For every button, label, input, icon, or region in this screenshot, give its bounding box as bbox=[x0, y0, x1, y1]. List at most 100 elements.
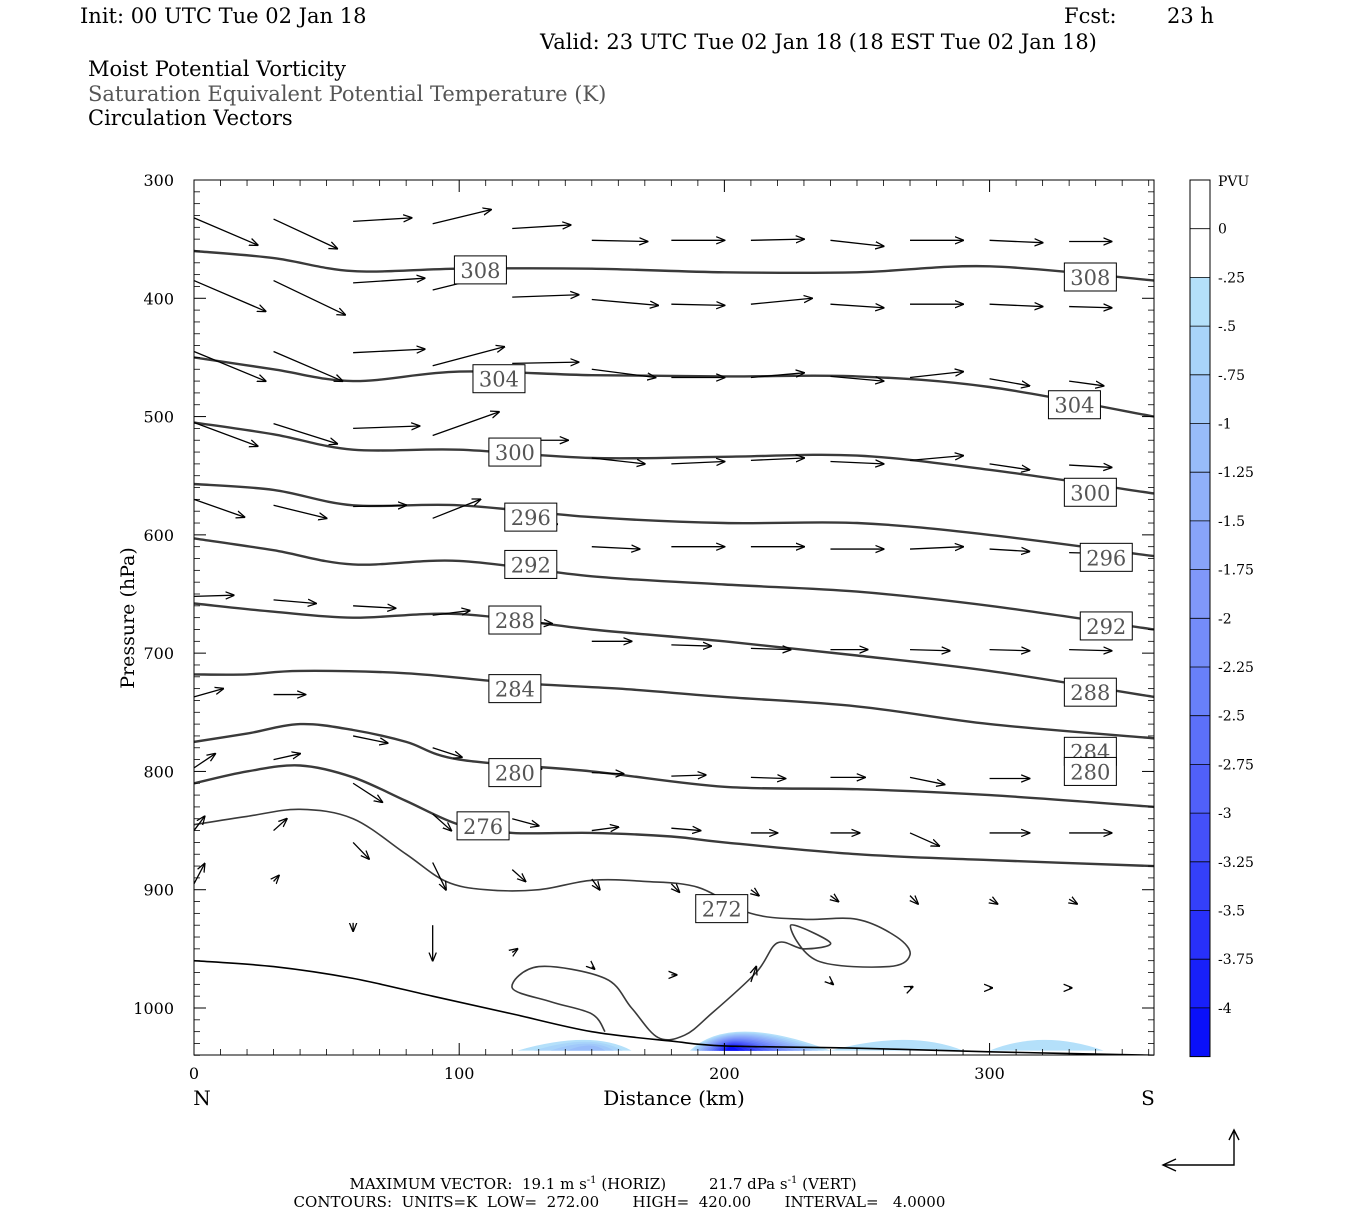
contour-label-text: 292 bbox=[511, 553, 551, 577]
contour-label-292-0: 292 bbox=[504, 549, 558, 579]
contour-label-280-1: 280 bbox=[1063, 756, 1117, 786]
circulation-vector bbox=[432, 347, 505, 367]
circulation-vector bbox=[750, 373, 804, 379]
pvu-colorbar: 0 -.25 -.5 -.75 -1 -1.25 -1.5 -1.75 -2 -2.25 -2.5 -… bbox=[1189, 179, 1254, 1058]
colorbar-swatch bbox=[1190, 180, 1210, 229]
circulation-vector bbox=[273, 218, 338, 249]
contour-label-text: 288 bbox=[495, 609, 535, 633]
circulation-vector bbox=[353, 606, 395, 608]
colorbar-swatch bbox=[1190, 1007, 1210, 1057]
horiz-unit: (HORIZ) bbox=[601, 1175, 667, 1193]
colorbar-swatch bbox=[1190, 520, 1210, 570]
contour-label-280-0: 280 bbox=[488, 758, 542, 788]
colorbar-swatch bbox=[1190, 326, 1210, 375]
colorbar-swatch bbox=[1190, 374, 1210, 424]
valid-time: Valid: 23 UTC Tue 02 Jan 18 (18 EST Tue … bbox=[540, 30, 1097, 54]
contour-284 bbox=[194, 669, 1154, 740]
circulation-vector bbox=[273, 754, 301, 761]
colorbar-swatch bbox=[1190, 861, 1210, 911]
circulation-vector bbox=[591, 368, 656, 377]
contour-label-308-1: 308 bbox=[1063, 262, 1117, 292]
circulation-vector bbox=[751, 967, 756, 983]
circulation-vector bbox=[591, 240, 648, 241]
colorbar-swatch bbox=[1190, 764, 1210, 814]
y-tick-label: 1000 bbox=[133, 999, 174, 1018]
contour-label-text: 284 bbox=[495, 678, 535, 702]
circulation-vector bbox=[989, 378, 1030, 386]
colorbar-swatch bbox=[1190, 423, 1210, 473]
y-axis-label: Pressure (hPa) bbox=[117, 547, 139, 689]
circulation-vector bbox=[193, 279, 266, 312]
circulation-vector bbox=[353, 218, 411, 222]
y-tick-label: 500 bbox=[143, 408, 174, 427]
x-tick-label: 200 bbox=[709, 1064, 740, 1083]
y-tick-label: 900 bbox=[143, 881, 174, 900]
north-label: N bbox=[193, 1086, 211, 1110]
vert-exponent: -1 bbox=[787, 1175, 798, 1186]
circulation-vector bbox=[750, 777, 785, 778]
circulation-vector bbox=[352, 735, 387, 743]
colorbar-label: -3.75 bbox=[1218, 952, 1254, 968]
circulation-vector bbox=[830, 982, 833, 984]
contour-296 bbox=[194, 482, 1154, 558]
circulation-vector bbox=[671, 775, 705, 776]
circulation-vector bbox=[353, 278, 425, 284]
circulation-vector bbox=[989, 463, 1030, 470]
contour-label-276-0: 276 bbox=[456, 811, 510, 841]
circulation-vector bbox=[909, 776, 944, 784]
y-tick-label: 700 bbox=[143, 644, 174, 663]
circulation-vector bbox=[1069, 380, 1103, 386]
colorbar-label: -1.25 bbox=[1218, 465, 1254, 481]
footer-max-vector: MAXIMUM VECTOR: 19.1 m s-1 (HORIZ) 21.7 … bbox=[340, 1157, 857, 1193]
ground-line bbox=[194, 959, 1154, 1055]
contour-label-layer: 308 308 304 304 300 300 296 296 292 292 288 288 284 2… bbox=[453, 255, 1133, 924]
circulation-vector bbox=[353, 505, 406, 506]
contours-units: UNITS=K bbox=[401, 1193, 478, 1211]
colorbar-label: -1.75 bbox=[1218, 563, 1254, 579]
circulation-vector bbox=[512, 225, 570, 229]
circulation-vector bbox=[591, 547, 640, 549]
contour-label-304-1: 304 bbox=[1047, 390, 1101, 420]
colorbar-label: -3 bbox=[1218, 806, 1232, 822]
contour-label-text: 288 bbox=[1070, 681, 1110, 705]
horiz-exponent: -1 bbox=[586, 1175, 597, 1186]
contour-label-text: 280 bbox=[495, 762, 535, 786]
colorbar-swatch bbox=[1190, 667, 1210, 716]
circulation-vector bbox=[1069, 899, 1077, 904]
contours-high-value: 420.00 bbox=[698, 1193, 752, 1211]
circulation-vector bbox=[671, 883, 679, 892]
circulation-vector bbox=[193, 754, 215, 769]
circulation-vector bbox=[193, 421, 258, 446]
circulation-vector bbox=[274, 876, 279, 882]
circulation-vector bbox=[830, 304, 883, 308]
circulation-vector bbox=[671, 645, 711, 646]
circulation-vector bbox=[512, 818, 539, 826]
circulation-vector bbox=[592, 967, 595, 969]
colorbar-title: PVU bbox=[1218, 174, 1250, 190]
field-title-thetae: Saturation Equivalent Potential Temperat… bbox=[88, 82, 607, 106]
circulation-vector bbox=[1069, 307, 1111, 308]
x-tick-label: 100 bbox=[444, 1064, 475, 1083]
circulation-vector bbox=[591, 773, 624, 774]
contour-label-text: 304 bbox=[479, 368, 519, 392]
contour-layer bbox=[194, 249, 1154, 1041]
circulation-vector bbox=[273, 350, 343, 382]
circulation-vector bbox=[432, 862, 446, 890]
colorbar-swatch bbox=[1190, 959, 1210, 1008]
circulation-vector bbox=[512, 362, 578, 363]
contours-interval-value: 4.0000 bbox=[892, 1193, 946, 1211]
circulation-vector bbox=[193, 217, 258, 245]
circulation-vector bbox=[1069, 465, 1111, 467]
circulation-vector bbox=[830, 462, 883, 464]
contour-label-300-0: 300 bbox=[488, 437, 542, 467]
contour-label-text: 280 bbox=[1070, 760, 1110, 784]
x-tick-label: 0 bbox=[189, 1064, 199, 1083]
contours-interval-label: INTERVAL= bbox=[784, 1193, 879, 1211]
contour-label-272-0: 272 bbox=[695, 894, 749, 924]
colorbar-swatch bbox=[1190, 228, 1210, 278]
colorbar-swatch bbox=[1190, 910, 1210, 960]
contour-label-text: 296 bbox=[511, 506, 551, 530]
circulation-vector bbox=[751, 890, 759, 896]
footer-contours: CONTOURS: UNITS=K LOW= 272.00 HIGH= 420.… bbox=[284, 1175, 946, 1211]
